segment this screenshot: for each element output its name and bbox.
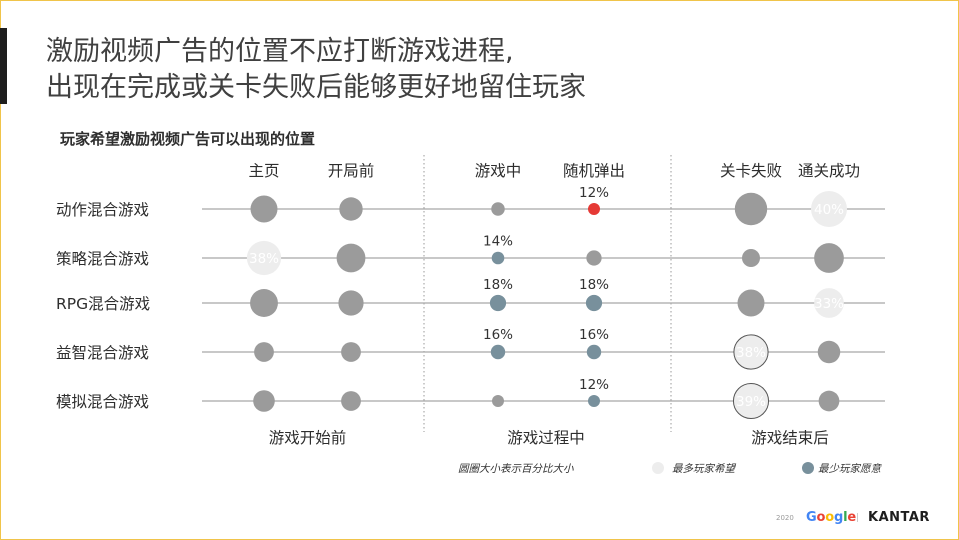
bubble-r4-c6 — [817, 340, 841, 364]
column-header-2: 开局前 — [328, 162, 375, 180]
bubble-r2-c6 — [814, 243, 844, 273]
bubble-r3-c5 — [737, 289, 765, 317]
group-label-3: 游戏结束后 — [751, 429, 829, 447]
row-label-3: RPG混合游戏 — [56, 295, 150, 313]
column-header-3: 游戏中 — [475, 162, 522, 180]
legend-least-label: 最少玩家愿意 — [818, 463, 882, 475]
bubble-r1-c2 — [339, 197, 363, 221]
slide-title: 激励视频广告的位置不应打断游戏进程, 出现在完成或关卡失败后能够更好地留住玩家 — [46, 34, 586, 106]
column-header-6: 通关成功 — [798, 162, 860, 180]
chart-subtitle: 玩家希望激励视频广告可以出现的位置 — [60, 130, 316, 148]
group-label-2: 游戏过程中 — [507, 429, 585, 447]
row-label-4: 益智混合游戏 — [56, 344, 149, 362]
google-logo: Google — [806, 510, 856, 525]
bubble-r2-c4 — [586, 250, 602, 266]
bubble-r5-c3 — [492, 395, 504, 407]
bubble-label-r2-c3: 14% — [483, 234, 513, 250]
title-line-2: 出现在完成或关卡失败后能够更好地留住玩家 — [46, 72, 586, 103]
bubble-r3-c6 — [814, 288, 844, 318]
bubble-label-r1-c4: 12% — [579, 185, 609, 201]
bubble-r4-c2 — [341, 342, 361, 362]
bubble-label-r2-c1: 38% — [249, 251, 279, 267]
bubble-r4-c4 — [586, 344, 602, 360]
bubble-r3-c3 — [489, 294, 507, 312]
bubble-r3-c4 — [585, 294, 603, 312]
bubble-r5-c6 — [818, 390, 840, 412]
bubble-r5-c1 — [253, 390, 275, 412]
bubble-label-r1-c6: 40% — [814, 202, 844, 218]
bubble-r4-c1 — [254, 342, 274, 362]
bubble-label-r3-c4: 18% — [579, 277, 609, 293]
bubble-label-r4-c3: 16% — [483, 327, 513, 343]
column-header-4: 随机弹出 — [563, 162, 625, 180]
bubble-r3-c2 — [338, 290, 364, 316]
bubble-r4-c3 — [490, 344, 506, 360]
bubble-r2-c3 — [491, 251, 505, 265]
bubble-label-r4-c5: 38% — [736, 345, 766, 361]
legend-least-swatch — [802, 462, 814, 474]
column-header-5: 关卡失败 — [720, 162, 782, 180]
row-label-2: 策略混合游戏 — [56, 250, 149, 268]
bubble-r5-c5 — [732, 382, 770, 420]
legend-most-swatch — [652, 462, 664, 474]
bubble-r4-c5 — [733, 334, 769, 370]
bubble-r1-c3 — [491, 202, 505, 216]
bubble-label-r4-c4: 16% — [579, 327, 609, 343]
kantar-logo: KANTAR — [868, 510, 930, 525]
bubble-label-r5-c5: 39% — [736, 394, 766, 410]
bubble-r5-c2 — [341, 391, 361, 411]
bubble-r1-c5 — [734, 192, 768, 226]
bubble-r1-c4 — [588, 203, 600, 215]
bubble-r5-c4 — [588, 395, 600, 407]
title-line-1: 激励视频广告的位置不应打断游戏进程, — [46, 36, 514, 67]
accent-bar — [0, 28, 7, 104]
footer-year: 2020 — [776, 514, 794, 522]
group-label-1: 游戏开始前 — [269, 429, 347, 447]
row-label-1: 动作混合游戏 — [56, 201, 149, 219]
bubble-r2-c2 — [336, 243, 366, 273]
legend-most-label: 最多玩家希望 — [672, 463, 736, 475]
bubble-r2-c5 — [742, 249, 760, 267]
column-header-1: 主页 — [248, 162, 279, 180]
row-label-5: 模拟混合游戏 — [56, 393, 149, 411]
bubble-label-r3-c3: 18% — [483, 277, 513, 293]
bubble-r3-c1 — [250, 289, 278, 317]
bubble-r1-c1 — [250, 195, 278, 223]
legend-size-note: 圆圈大小表示百分比大小 — [458, 463, 574, 475]
bubble-r2-c1 — [246, 240, 282, 276]
bubble-label-r3-c6: 33% — [814, 296, 844, 312]
bubble-r1-c6 — [811, 191, 847, 227]
footer-separator: | — [856, 513, 860, 523]
bubble-label-r5-c4: 12% — [579, 377, 609, 393]
